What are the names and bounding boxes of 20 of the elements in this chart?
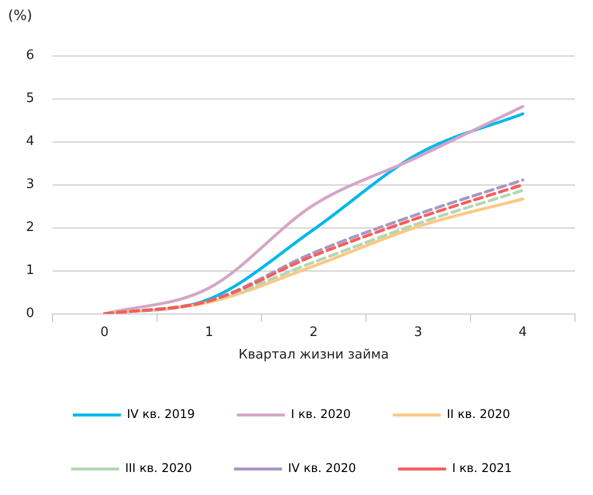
legend-label: I кв. 2020 (290, 407, 351, 422)
x-tick-label: 1 (204, 324, 214, 340)
x-tick-label: 3 (414, 324, 422, 340)
y-tick-label: 6 (26, 48, 34, 64)
legend-label: III кв. 2020 (125, 461, 192, 476)
y-tick-label: 2 (26, 220, 34, 236)
legend-label: I кв. 2021 (452, 461, 512, 476)
y-tick-label: 1 (26, 263, 34, 278)
y-tick-label: 0 (26, 306, 34, 322)
y-axis-title: (%) (8, 8, 34, 26)
y-tick-label: 4 (26, 134, 34, 150)
y-tick-label: 3 (26, 177, 34, 192)
x-tick-label: 4 (518, 324, 527, 340)
legend-label: II кв. 2020 (446, 407, 510, 422)
y-tick-label: 5 (26, 91, 34, 106)
legend-label: IV кв. 2019 (126, 407, 195, 422)
x-tick-label: 2 (309, 324, 318, 340)
legend-label: IV кв. 2020 (288, 461, 356, 476)
x-tick-label: 0 (100, 324, 109, 340)
x-axis-title: Квартал жизни займа (238, 348, 389, 363)
